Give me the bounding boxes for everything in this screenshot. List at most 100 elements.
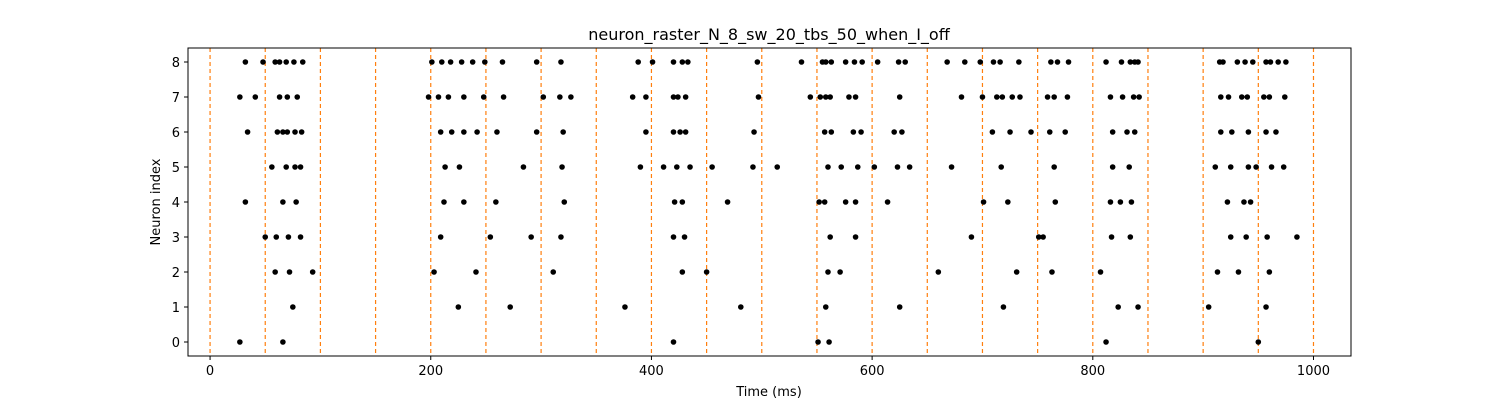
spike-point (274, 129, 281, 135)
spike-point (660, 164, 667, 170)
spike-point (558, 59, 564, 65)
spike-point (687, 164, 693, 170)
spike-point (1051, 94, 1057, 100)
spike-point (456, 164, 463, 170)
spike-point (237, 339, 243, 345)
spike-point (1238, 94, 1245, 100)
spike-point (977, 59, 984, 65)
spike-point (297, 234, 304, 240)
spike-point (1052, 199, 1059, 205)
spike-point (1119, 94, 1126, 100)
spike-point (670, 234, 677, 240)
spike-point (533, 59, 540, 65)
spike-point (1220, 59, 1226, 65)
spike-point (480, 94, 487, 100)
spike-point (1035, 234, 1042, 240)
spike-point (1017, 94, 1023, 100)
spike-point (1235, 269, 1242, 275)
spike-point (1217, 129, 1224, 135)
spike-point (1217, 94, 1224, 100)
spike-point (1263, 129, 1269, 135)
spike-point (242, 59, 249, 65)
spike-point (896, 94, 903, 100)
spike-point (807, 94, 814, 100)
spike-point (299, 59, 306, 65)
spike-point (474, 129, 480, 135)
spike-point (670, 94, 677, 100)
spike-point (906, 164, 913, 170)
spike-point (283, 59, 290, 65)
spike-point (1005, 199, 1011, 205)
spike-point (682, 94, 689, 100)
spike-point (290, 304, 296, 310)
spike-point (291, 59, 297, 65)
spike-point (685, 59, 691, 65)
x-tick-label: 200 (418, 364, 443, 379)
spike-point (1016, 59, 1022, 65)
spike-point (1266, 94, 1273, 100)
spike-point (980, 199, 987, 205)
spike-point (461, 199, 467, 205)
spike-point (979, 94, 986, 100)
spike-point (852, 199, 859, 205)
spike-point (724, 199, 731, 205)
spike-point (1264, 234, 1270, 240)
spike-point (643, 129, 649, 135)
spike-point (671, 199, 678, 205)
spike-point (1273, 129, 1279, 135)
spike-point (629, 94, 636, 100)
spike-point (1046, 129, 1053, 135)
spike-point (1266, 269, 1273, 275)
spike-point (272, 59, 278, 65)
y-axis-label: Neuron index (149, 158, 164, 245)
spike-point (838, 164, 845, 170)
spike-point (461, 94, 467, 100)
spike-point (842, 59, 849, 65)
spike-point (851, 59, 858, 65)
spike-point (828, 59, 835, 65)
x-tick-label: 1000 (1297, 364, 1330, 379)
spike-point (272, 269, 278, 275)
spike-point (1118, 59, 1125, 65)
spike-point (817, 94, 824, 100)
spike-point (294, 94, 301, 100)
spike-point (1241, 199, 1247, 205)
spike-point (442, 164, 448, 170)
spike-point (469, 59, 476, 65)
spike-point (677, 129, 683, 135)
spike-point (1064, 94, 1071, 100)
spike-point (1108, 234, 1115, 240)
spike-point (276, 59, 283, 65)
spike-point (891, 129, 897, 135)
spike-point (825, 269, 831, 275)
y-axis: 0 1 2 3 4 5 6 7 8 (172, 56, 188, 351)
spike-point (997, 59, 1003, 65)
spike-point (292, 164, 298, 170)
spike-point (507, 304, 513, 310)
spike-point (935, 269, 942, 275)
spike-point (298, 129, 305, 135)
spike-point (1115, 304, 1121, 310)
spike-point (568, 94, 574, 100)
x-tick-label: 400 (639, 364, 664, 379)
spike-point (473, 269, 479, 275)
spike-point (244, 129, 251, 135)
spike-point (1131, 129, 1138, 135)
spike-point (816, 199, 822, 205)
spike-point (1135, 304, 1141, 310)
spike-point (670, 59, 677, 65)
spike-point (1263, 59, 1269, 65)
spike-point (242, 199, 249, 205)
spike-point (896, 304, 903, 310)
spike-point (968, 234, 975, 240)
spike-point (622, 304, 628, 310)
spike-point (902, 59, 909, 65)
y-tick-label: 6 (172, 126, 180, 141)
spike-point (429, 59, 435, 65)
spike-point (559, 164, 565, 170)
spike-point (276, 94, 283, 100)
spike-point (1275, 59, 1281, 65)
spike-point (284, 94, 291, 100)
spike-point (292, 129, 298, 135)
